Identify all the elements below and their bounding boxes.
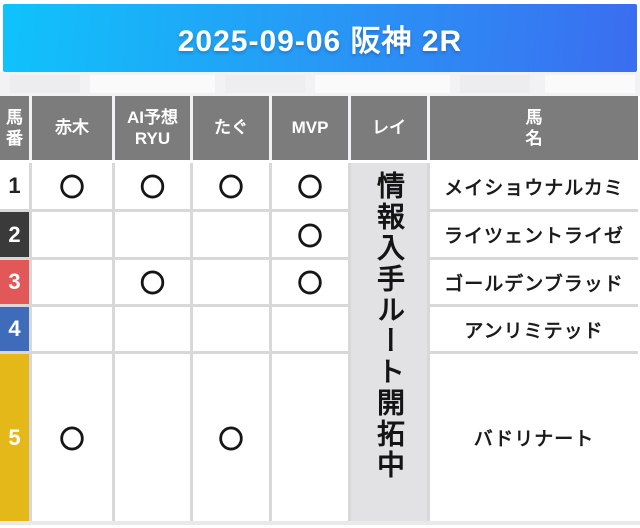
horse-name: バドリナート bbox=[430, 354, 638, 521]
mark-cell: 〇 bbox=[193, 354, 269, 521]
horse-name: ゴールデンブラッド bbox=[430, 260, 638, 304]
mark-cell bbox=[115, 307, 190, 351]
ghost-row-artifact bbox=[460, 75, 530, 93]
horse-name: ライツェントライゼ bbox=[430, 212, 638, 257]
ghost-row-artifact bbox=[545, 75, 635, 93]
table-body: 1 〇 〇 〇 〇 メイショウナルカミ 2 〇 ライツェントライゼ 3 〇 〇 … bbox=[0, 163, 638, 521]
horse-number: 2 bbox=[0, 212, 29, 257]
predictor-header-tagu: たぐ bbox=[193, 96, 269, 160]
mark-cell bbox=[272, 354, 348, 521]
mark-cell: 〇 bbox=[272, 163, 348, 209]
mark-cell bbox=[193, 307, 269, 351]
mark-cell bbox=[193, 260, 269, 304]
mark-cell bbox=[32, 212, 112, 257]
mark-cell bbox=[272, 307, 348, 351]
mark-cell: 〇 bbox=[272, 260, 348, 304]
mark-cell bbox=[115, 212, 190, 257]
ghost-row-artifact bbox=[225, 75, 305, 93]
ghost-row-artifact bbox=[10, 75, 80, 93]
horse-name: アンリミテッド bbox=[430, 307, 638, 351]
race-title-bar: 2025-09-06 阪神 2R bbox=[3, 4, 637, 72]
mark-cell: 〇 bbox=[272, 212, 348, 257]
horse-name: メイショウナルカミ bbox=[430, 163, 638, 209]
mark-cell: 〇 bbox=[115, 163, 190, 209]
mark-cell bbox=[32, 260, 112, 304]
mark-cell: 〇 bbox=[32, 163, 112, 209]
horse-number: 3 bbox=[0, 260, 29, 304]
umaban-column-header: 馬 番 bbox=[0, 96, 29, 160]
predictor-header-rei: レイ bbox=[351, 96, 427, 160]
ghost-row-artifact bbox=[315, 75, 450, 93]
horse-number: 4 bbox=[0, 307, 29, 351]
predictor-header-akagi: 赤木 bbox=[32, 96, 112, 160]
mark-cell bbox=[32, 307, 112, 351]
mark-cell bbox=[193, 212, 269, 257]
predictor-header-ai-ryu: AI予想 RYU bbox=[115, 96, 190, 160]
horse-number: 5 bbox=[0, 354, 29, 521]
rei-banner-text: 情報入手ルート開拓中 bbox=[374, 171, 405, 481]
page-bottom-strip bbox=[0, 521, 640, 525]
mark-cell: 〇 bbox=[115, 260, 190, 304]
rei-info-banner: 情報入手ルート開拓中 bbox=[351, 163, 427, 521]
predictor-header-mvp: MVP bbox=[272, 96, 348, 160]
table-header-row: 馬 番 赤木 AI予想 RYU たぐ MVP レイ 馬 名 bbox=[0, 96, 638, 160]
race-title: 2025-09-06 阪神 2R bbox=[177, 25, 463, 58]
ghost-row-strip bbox=[0, 72, 640, 96]
ghost-row-artifact bbox=[90, 75, 215, 93]
horse-number: 1 bbox=[0, 163, 29, 209]
umamei-column-header: 馬 名 bbox=[430, 96, 638, 160]
mark-cell: 〇 bbox=[32, 354, 112, 521]
mark-cell: 〇 bbox=[193, 163, 269, 209]
mark-cell bbox=[115, 354, 190, 521]
